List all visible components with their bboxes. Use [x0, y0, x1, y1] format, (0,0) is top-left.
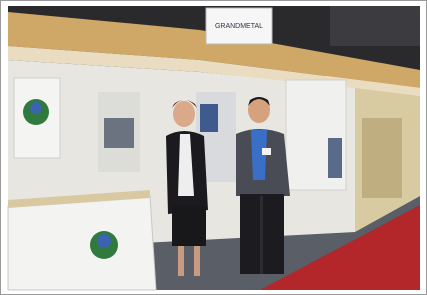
poster-photo: [104, 118, 134, 148]
woman-leg: [178, 246, 184, 276]
scene: GRANDMETAL: [8, 6, 420, 290]
sign-text: GRANDMETAL: [215, 23, 263, 30]
man-trouser-gap: [260, 196, 263, 274]
photo: GRANDMETAL: [0, 0, 427, 295]
woman-skirt: [172, 206, 206, 246]
poster-photo: [200, 104, 218, 132]
woman-leg: [194, 246, 200, 276]
side-panel: [362, 118, 402, 198]
man-badge: [262, 148, 271, 155]
poster-photo: [328, 138, 342, 178]
ceiling-light: [330, 6, 420, 46]
page: GRANDMETAL (() => { const data = JSON.pa…: [0, 0, 427, 295]
woman-head: [173, 101, 195, 127]
counter: [8, 196, 156, 290]
counter-logo-center: [97, 234, 111, 248]
poster-logo-center: [30, 102, 42, 114]
